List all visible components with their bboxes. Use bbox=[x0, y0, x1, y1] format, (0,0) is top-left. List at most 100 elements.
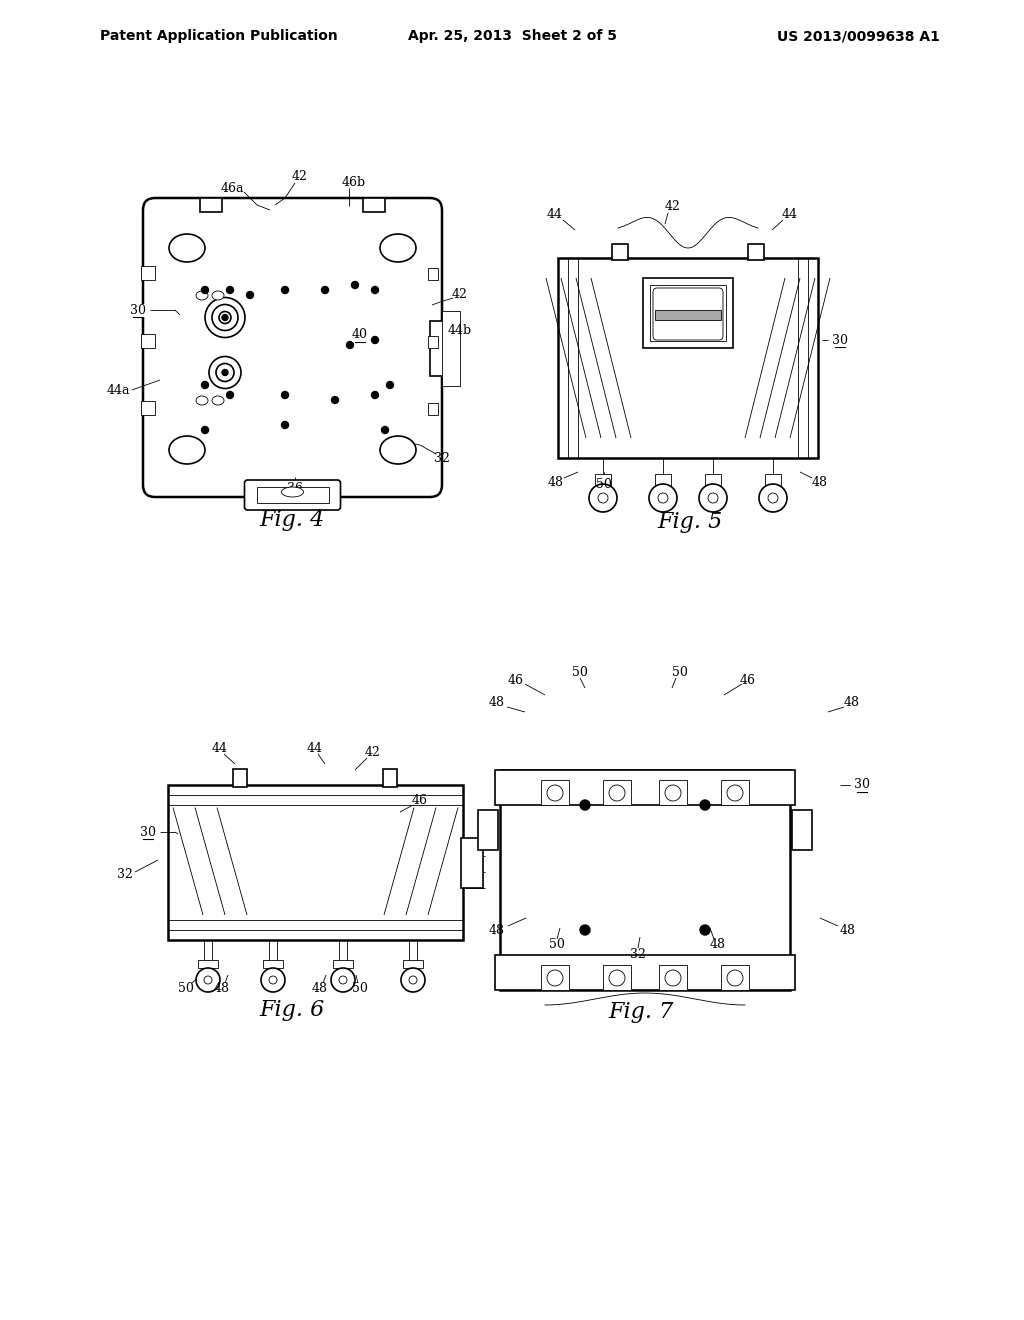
Text: 46: 46 bbox=[508, 673, 524, 686]
Circle shape bbox=[226, 286, 233, 293]
Circle shape bbox=[339, 975, 347, 983]
Circle shape bbox=[409, 975, 417, 983]
Circle shape bbox=[700, 925, 710, 935]
Text: 50: 50 bbox=[178, 982, 194, 994]
Circle shape bbox=[351, 281, 358, 289]
Bar bbox=[603, 965, 631, 990]
Bar bbox=[541, 780, 569, 805]
Ellipse shape bbox=[169, 436, 205, 465]
Circle shape bbox=[547, 970, 563, 986]
Circle shape bbox=[609, 785, 625, 801]
Text: 44: 44 bbox=[782, 209, 798, 222]
Bar bbox=[442, 310, 460, 385]
Text: Fig. 5: Fig. 5 bbox=[657, 511, 723, 533]
Bar bbox=[141, 401, 155, 414]
FancyBboxPatch shape bbox=[143, 198, 442, 498]
Circle shape bbox=[322, 286, 329, 293]
Text: 48: 48 bbox=[844, 697, 860, 710]
Bar bbox=[333, 960, 353, 968]
Bar bbox=[461, 837, 483, 887]
Circle shape bbox=[386, 381, 393, 388]
Text: 30: 30 bbox=[140, 825, 156, 838]
Bar bbox=[541, 965, 569, 990]
Text: 48: 48 bbox=[489, 924, 505, 936]
Bar bbox=[659, 780, 687, 805]
Text: 30: 30 bbox=[854, 779, 870, 792]
Circle shape bbox=[658, 492, 668, 503]
Bar bbox=[721, 780, 749, 805]
Text: 44: 44 bbox=[547, 209, 563, 222]
Ellipse shape bbox=[380, 234, 416, 261]
Bar bbox=[655, 310, 721, 319]
Circle shape bbox=[261, 968, 285, 993]
Text: 30: 30 bbox=[130, 304, 146, 317]
FancyBboxPatch shape bbox=[245, 480, 341, 510]
Bar bbox=[263, 960, 283, 968]
Bar bbox=[721, 965, 749, 990]
Bar bbox=[765, 474, 781, 486]
Ellipse shape bbox=[282, 487, 303, 498]
Text: 40: 40 bbox=[352, 329, 368, 342]
Ellipse shape bbox=[196, 396, 208, 405]
Circle shape bbox=[700, 800, 710, 810]
Circle shape bbox=[222, 314, 228, 321]
Circle shape bbox=[382, 426, 388, 433]
Text: 48: 48 bbox=[812, 475, 828, 488]
Circle shape bbox=[708, 492, 718, 503]
Circle shape bbox=[202, 286, 209, 293]
Circle shape bbox=[269, 975, 278, 983]
Bar bbox=[428, 268, 438, 280]
Circle shape bbox=[580, 800, 590, 810]
Circle shape bbox=[401, 968, 425, 993]
Circle shape bbox=[665, 785, 681, 801]
Bar bbox=[655, 474, 671, 486]
Circle shape bbox=[346, 342, 353, 348]
Text: Apr. 25, 2013  Sheet 2 of 5: Apr. 25, 2013 Sheet 2 of 5 bbox=[408, 29, 616, 44]
Circle shape bbox=[699, 484, 727, 512]
Ellipse shape bbox=[212, 290, 224, 300]
Bar bbox=[650, 285, 726, 341]
Text: Fig. 7: Fig. 7 bbox=[608, 1001, 674, 1023]
Circle shape bbox=[547, 785, 563, 801]
Circle shape bbox=[580, 925, 590, 935]
Bar bbox=[168, 785, 463, 940]
Ellipse shape bbox=[380, 436, 416, 465]
Text: 46b: 46b bbox=[342, 176, 366, 189]
Bar bbox=[430, 321, 458, 375]
Text: 46a: 46a bbox=[220, 181, 244, 194]
Circle shape bbox=[202, 381, 209, 388]
Circle shape bbox=[598, 492, 608, 503]
Text: 32: 32 bbox=[630, 949, 646, 961]
Bar bbox=[256, 487, 329, 503]
Bar bbox=[198, 960, 218, 968]
Text: 48: 48 bbox=[548, 475, 564, 488]
Bar bbox=[403, 960, 423, 968]
Text: 44b: 44b bbox=[447, 323, 472, 337]
Bar bbox=[705, 474, 721, 486]
Text: 44: 44 bbox=[212, 742, 228, 755]
Text: 48: 48 bbox=[214, 982, 230, 994]
Bar bbox=[595, 474, 611, 486]
Text: 46: 46 bbox=[412, 793, 428, 807]
Text: Patent Application Publication: Patent Application Publication bbox=[100, 29, 338, 44]
Bar bbox=[643, 279, 733, 348]
Circle shape bbox=[202, 426, 209, 433]
Text: 48: 48 bbox=[312, 982, 328, 994]
Bar bbox=[612, 244, 628, 260]
Circle shape bbox=[649, 484, 677, 512]
Text: 50: 50 bbox=[572, 665, 588, 678]
Bar bbox=[478, 810, 498, 850]
Text: 42: 42 bbox=[452, 289, 468, 301]
Circle shape bbox=[609, 970, 625, 986]
Text: 36: 36 bbox=[287, 482, 303, 495]
Bar bbox=[659, 965, 687, 990]
Text: 48: 48 bbox=[840, 924, 856, 936]
Bar bbox=[603, 780, 631, 805]
Bar bbox=[141, 334, 155, 348]
Text: 50: 50 bbox=[352, 982, 368, 994]
Text: 46: 46 bbox=[740, 673, 756, 686]
Circle shape bbox=[372, 337, 379, 343]
Text: 48: 48 bbox=[710, 939, 726, 952]
Text: 44: 44 bbox=[307, 742, 323, 755]
Text: 50: 50 bbox=[549, 939, 565, 952]
